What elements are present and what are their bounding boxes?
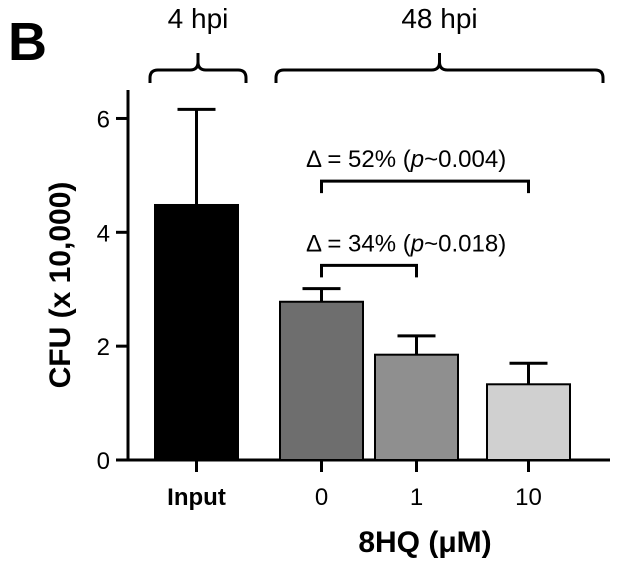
x-tick-label: 1 (410, 484, 423, 511)
x-tick-label: Input (167, 484, 226, 511)
group-label-1: 4 hpi (168, 3, 229, 34)
y-tick-label: 0 (97, 448, 110, 475)
group-bracket-2 (274, 53, 605, 83)
x-tick-labels: Input 0 1 10 (167, 484, 542, 511)
y-tick-label: 2 (97, 334, 110, 361)
significance-bracket-2 (320, 263, 418, 278)
y-axis-title: CFU (x 10,000) (44, 182, 77, 389)
significance-bracket-1 (320, 179, 530, 194)
group-bracket-1 (148, 53, 248, 83)
bar-2 (279, 300, 364, 461)
bar-1 (154, 203, 239, 461)
y-tick-label: 4 (97, 220, 110, 247)
bar-3 (374, 353, 459, 462)
x-tick-label: 10 (515, 484, 542, 511)
y-tick-label: 6 (97, 106, 110, 133)
x-axis-title: 8HQ (μM) (358, 526, 491, 559)
bar-4 (486, 383, 571, 461)
panel-letter: B (8, 12, 47, 72)
group-label-2: 48 hpi (401, 3, 477, 34)
significance-label-1: Δ = 52% (p~0.004) (306, 146, 506, 173)
significance-annotations: Δ = 52% (p~0.004) Δ = 34% (p~0.018) (306, 146, 530, 278)
bars (154, 203, 571, 462)
group-brackets: 4 hpi 48 hpi (148, 3, 605, 83)
significance-label-2: Δ = 34% (p~0.018) (306, 230, 506, 257)
x-tick-label: 0 (315, 484, 328, 511)
error-bars (177, 107, 548, 385)
